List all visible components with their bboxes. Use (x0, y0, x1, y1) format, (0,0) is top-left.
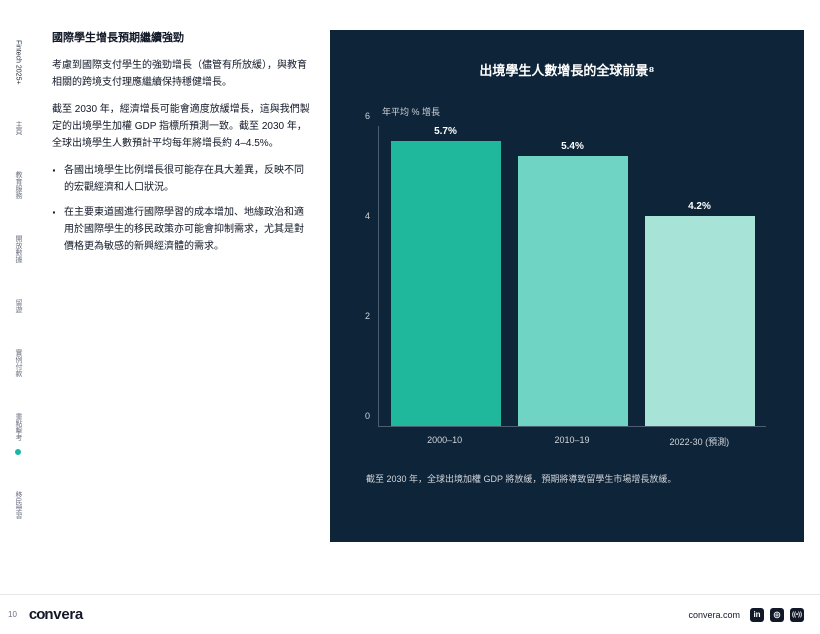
bullet-list: 各國出境學生比例增長很可能存在具大差異，反映不同的宏觀經濟和人口狀況。 在主要東… (52, 162, 310, 255)
page-heading: 國際學生增長預期繼續強勁 (52, 30, 310, 47)
x-axis: 2000–10 2010–19 2022-30 (預測) (378, 426, 766, 448)
chart-area: 5.7%5.4%4.2% 0246 (378, 126, 766, 426)
sidebar-item-4[interactable]: 留遊 (13, 299, 23, 313)
y-tick: 0 (365, 411, 370, 421)
bar-wrap: 5.7% (391, 126, 501, 426)
page-number: 10 (8, 610, 17, 619)
sidebar-item-7[interactable]: 移民學習 (13, 491, 23, 519)
bar (645, 216, 755, 426)
x-tick: 2010–19 (517, 435, 627, 448)
main-text: 國際學生增長預期繼續強勁 考慮到國際支付學生的強勁增長（儘管有所放緩），與教育相… (52, 30, 310, 263)
y-tick: 4 (365, 211, 370, 221)
y-tick: 2 (365, 311, 370, 321)
footer-right: convera.com in ◎ ((•)) (688, 608, 804, 622)
footer-link[interactable]: convera.com (688, 610, 740, 620)
bullet-item: 在主要東道國進行國際學習的成本增加、地緣政治和適用於國際學生的移民政策亦可能會抑… (64, 204, 310, 255)
sidebar-item-6[interactable]: 重點擊考 (13, 413, 23, 441)
chart-caption: 截至 2030 年，全球出境加權 GDP 將放緩，預期將導致留學生市場增長放緩。 (366, 472, 770, 485)
podcast-icon[interactable]: ((•)) (790, 608, 804, 622)
bar (518, 156, 628, 426)
sidebar-item-3[interactable]: 開放數據 (13, 235, 23, 263)
sidebar: Fintech 2025+ 主頁 教育服務 開放數據 留遊 實例付款 重點擊考 … (0, 0, 36, 580)
bar-value-label: 5.7% (434, 126, 457, 137)
x-tick: 2000–10 (390, 435, 500, 448)
bar-value-label: 4.2% (688, 201, 711, 212)
bars-container: 5.7% 5.4% 4.2% (379, 126, 766, 426)
bar-value-label: 5.4% (561, 141, 584, 152)
sidebar-active-dot (15, 449, 21, 455)
x-tick: 2022-30 (預測) (644, 435, 754, 448)
bar-wrap: 5.4% (518, 141, 628, 426)
y-tick: 6 (365, 111, 370, 121)
bar (391, 141, 501, 426)
chart-title: 出境學生人數增長的全球前景⁸ (364, 60, 770, 79)
sidebar-item-fintech[interactable]: Fintech 2025+ (15, 40, 22, 85)
chart-panel: 出境學生人數增長的全球前景⁸ 年平均 % 增長 5.7% 5.4% 4.2% 0 2 4… (330, 30, 804, 542)
bullet-item: 各國出境學生比例增長很可能存在具大差異，反映不同的宏觀經濟和人口狀況。 (64, 162, 310, 196)
sidebar-item-1[interactable]: 主頁 (13, 121, 23, 135)
footer: 10 convera convera.com in ◎ ((•)) (0, 594, 820, 634)
linkedin-icon[interactable]: in (750, 608, 764, 622)
sidebar-item-2[interactable]: 教育服務 (13, 171, 23, 199)
brand-logo: convera (29, 606, 83, 623)
paragraph-2: 截至 2030 年，經濟增長可能會適度放緩增長，這與我們製定的出境學生加權 GD… (52, 101, 310, 152)
paragraph-1: 考慮到國際支付學生的強勁增長（儘管有所放緩），與教育相關的跨境支付理應繼續保持穩… (52, 57, 310, 91)
chart-ylabel: 年平均 % 增長 (382, 105, 770, 118)
bar-wrap: 4.2% (645, 201, 755, 426)
instagram-icon[interactable]: ◎ (770, 608, 784, 622)
sidebar-item-5[interactable]: 實例付款 (13, 349, 23, 377)
